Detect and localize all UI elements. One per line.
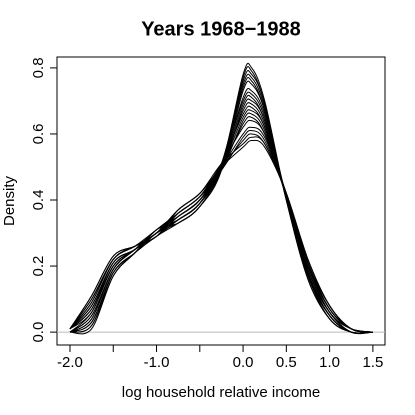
y-tick-label: 0.0 [30,322,47,343]
density-curve [69,109,373,333]
density-curve [69,94,373,335]
chart-title: Years 1968−1988 [141,18,301,40]
x-axis-label: log household relative income [122,384,320,401]
density-curve [69,62,373,335]
density-curve [69,77,373,334]
x-tick-label: -2.0 [57,354,83,371]
density-curve [69,98,373,335]
density-curve [69,73,373,334]
y-tick-label: 0.4 [30,190,47,211]
plot-frame [56,56,386,346]
density-curve [69,91,373,334]
density-curve [69,116,373,333]
x-tick-label: 1.5 [362,354,383,371]
y-tick-label: 0.8 [30,57,47,78]
density-curve [69,119,373,333]
density-curve [69,105,373,333]
y-axis-label: Density [1,175,18,226]
density-curve [69,80,373,334]
x-tick-label: 0.0 [233,354,254,371]
density-curve [69,139,373,333]
density-curve [69,66,373,334]
x-tick-label: 1.0 [319,354,340,371]
x-tick-label: -1.0 [144,354,170,371]
y-tick-label: 0.6 [30,124,47,145]
density-curve [69,70,373,334]
x-tick-label: 0.5 [276,354,297,371]
density-curve [69,88,373,334]
density-curve [69,102,373,333]
y-tick-label: 0.2 [30,256,47,277]
density-curve [69,112,373,333]
